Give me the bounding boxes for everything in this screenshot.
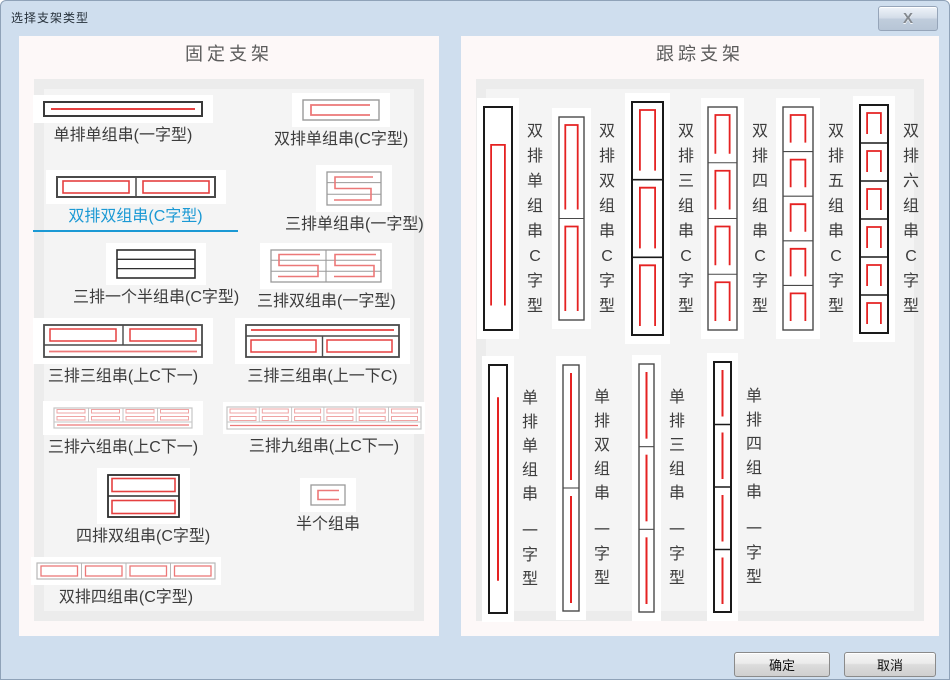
fixed-panel-header: 固定支架 [185,44,273,64]
item-label: 三排双组串(一字型) [257,293,396,310]
tracker-c-thumbnail [625,93,670,344]
fixed-item[interactable]: 双排四组串(C字型) [31,557,221,608]
upC_down1-thumbnail [33,318,213,364]
fixed-item[interactable]: 三排单组串(一字型) [285,165,424,235]
window-title: 选择支架类型 [11,11,90,25]
two_cell_rect-thumbnail [45,170,226,204]
double_s-thumbnail [260,243,393,289]
item-label: 三排一个半组串(C字型) [73,289,240,306]
half_string-thumbnail [300,478,356,512]
item-label: 双排四组串(C字型) [58,589,194,606]
tracker-line-thumbnail [707,353,738,621]
fixed-item[interactable]: 半个组串 [296,478,360,535]
tracker-c-thumbnail [776,98,820,339]
tracker-c-thumbnail [701,98,744,339]
item-label: 三排六组串(上C下一) [47,439,199,456]
tracking-item-label: 单排四组串一字型 [746,387,763,586]
tracker-line-thumbnail [632,355,661,621]
four_cell_row-thumbnail [31,557,221,585]
tracking-item[interactable]: 单排三组串一字型 [632,355,685,621]
single_line-thumbnail [33,95,213,123]
selection-underline [33,230,238,232]
tracking-item[interactable]: 单排单组串一字型 [482,356,538,622]
tracker-c-thumbnail [477,98,519,339]
close-button[interactable]: X [878,6,938,31]
tracker-c-thumbnail [853,96,895,342]
tracker-c-thumbnail [552,108,591,329]
tracker-line-thumbnail [556,356,586,620]
item-label: 单排单组串(一字型) [53,127,193,144]
cancel-button[interactable]: 取消 [844,652,936,677]
close-icon: X [902,10,913,27]
fixed-item[interactable]: 三排三组串(上一下C) [235,318,410,387]
tracking-item-label: 单排双组串一字型 [594,388,611,587]
item-label: 半个组串 [296,516,361,533]
item-label: 三排单组串(一字型) [285,216,424,233]
fixed-item[interactable]: 双排双组串(C字型) [33,170,238,232]
tracker-line-thumbnail [482,356,514,622]
fixed-item[interactable]: 三排六组串(上C下一) [43,401,203,458]
tracking-item[interactable]: 单排四组串一字型 [707,353,762,621]
fixed-item[interactable]: 四排双组串(C字型) [76,468,210,547]
item-label: 四排双组串(C字型) [76,528,211,545]
tracking-panel-header: 跟踪支架 [656,44,744,64]
item-label: 双排单组串(C字型) [274,131,409,148]
fixed-item[interactable]: 三排九组串(上C下一) [223,402,425,457]
c_single-thumbnail [292,93,391,127]
fixed-item[interactable]: 三排双组串(一字型) [257,243,396,312]
item-label: 三排三组串(上C下一) [47,368,199,385]
s_shape-thumbnail [316,165,393,212]
nine_light-thumbnail [223,402,425,434]
fixed-item[interactable]: 三排三组串(上C下一) [33,318,213,387]
fixed-item[interactable]: 三排一个半组串(C字型) [73,243,239,308]
up1_downC-thumbnail [235,318,410,364]
tracking-item-label: 单排三组串一字型 [669,388,686,587]
tracking-content-area [476,79,924,621]
three_row_blank-thumbnail [106,243,207,285]
six_light-thumbnail [43,401,203,435]
ok-button[interactable]: 确定 [734,652,830,677]
tracking-item-label: 单排单组串一字型 [522,389,539,588]
fixed-item[interactable]: 单排单组串(一字型) [33,95,213,146]
item-label: 三排三组串(上一下C) [247,368,398,385]
four_row_two-thumbnail [96,468,190,524]
item-label: 双排双组串(C字型) [68,208,203,225]
item-label: 三排九组串(上C下一) [248,438,400,455]
tracking-item[interactable]: 单排双组串一字型 [556,356,610,620]
fixed-item[interactable]: 双排单组串(C字型) [274,93,408,150]
